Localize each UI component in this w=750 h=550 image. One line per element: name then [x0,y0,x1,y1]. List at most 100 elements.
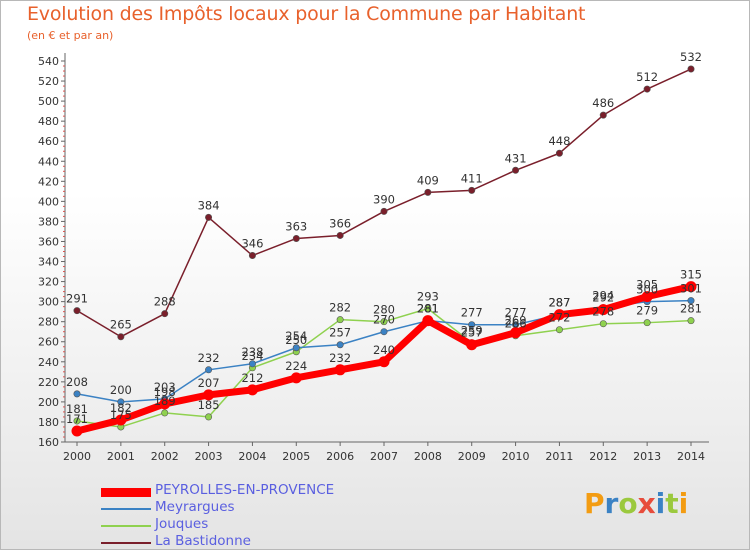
logo-letter: o [618,487,638,520]
data-label: 257 [329,326,351,340]
y-tick-label: 380 [38,215,59,228]
y-tick-label: 460 [38,135,59,148]
data-point [422,315,434,327]
data-label: 287 [548,296,570,310]
data-point [466,339,478,351]
legend-swatch [101,542,151,544]
data-label: 279 [636,304,658,318]
data-point [115,414,127,426]
data-label: 532 [680,50,702,64]
data-label: 384 [198,198,220,212]
data-point [334,364,346,376]
x-tick-label: 2006 [326,450,354,463]
logo-letter: t [665,487,679,520]
data-point [73,307,81,315]
x-tick-label: 2011 [545,450,573,463]
data-label: 181 [66,402,88,416]
data-point [685,281,697,293]
y-tick-label: 420 [38,175,59,188]
legend-label: Meyrargues [155,499,235,515]
data-point [161,310,169,318]
x-tick-label: 2002 [151,450,179,463]
data-point [599,111,607,119]
data-label: 171 [66,412,88,426]
data-label: 185 [198,398,220,412]
data-label: 189 [154,394,176,408]
data-point [555,326,563,334]
legend-label: La Bastidonne [155,533,251,549]
data-label: 212 [241,371,263,385]
y-tick-label: 340 [38,256,59,269]
data-label: 250 [285,333,307,347]
data-point [248,252,256,260]
y-tick-label: 300 [38,296,59,309]
x-tick-label: 2007 [370,450,398,463]
y-tick-label: 360 [38,235,59,248]
series-peyrolles-en-provence [71,281,697,437]
data-point [336,316,344,324]
data-label: 234 [241,349,263,363]
data-label: 287 [548,296,570,310]
data-label: 292 [592,291,614,305]
data-label: 259 [461,324,483,338]
logo-letter: P [584,487,605,520]
legend-label: Jouques [155,516,209,532]
data-label: 207 [198,376,220,390]
data-point [73,390,81,398]
data-label: 278 [592,305,614,319]
logo-letter: r [604,487,619,520]
data-point [292,234,300,242]
data-point [246,384,258,396]
y-tick-label: 160 [38,436,59,449]
data-label: 301 [680,282,702,296]
data-point [380,328,388,336]
data-point [159,398,171,410]
data-point [205,213,213,221]
data-label: 294 [592,289,614,303]
data-label: 390 [373,192,395,206]
y-tick-label: 280 [38,316,59,329]
x-tick-label: 2000 [63,450,91,463]
y-tick-label: 500 [38,95,59,108]
data-point [203,389,215,401]
series-la-bastidonne [73,65,695,341]
data-label: 269 [505,314,527,328]
y-tick-label: 400 [38,195,59,208]
data-label: 291 [66,292,88,306]
data-label: 282 [329,301,351,315]
data-point [553,309,565,321]
data-label: 272 [548,311,570,325]
data-label: 175 [110,408,132,422]
data-label: 266 [505,317,527,331]
data-label: 409 [417,173,439,187]
data-label: 363 [285,219,307,233]
data-point [687,317,695,325]
data-label: 486 [592,96,614,110]
logo-letter: i [655,487,666,520]
data-point [424,305,432,313]
data-point [687,297,695,305]
data-point [378,356,390,368]
legend-swatch [101,525,151,527]
data-point [73,417,81,425]
data-point [599,320,607,328]
logo-letter: x [637,487,656,520]
data-label: 203 [154,380,176,394]
x-tick-label: 2013 [633,450,661,463]
legend-label: PEYROLLES-EN-PROVENCE [155,482,335,498]
y-tick-label: 180 [38,416,59,429]
data-point [641,291,653,303]
data-label: 232 [198,351,220,365]
data-label: 300 [636,283,658,297]
y-tick-label: 540 [38,55,59,68]
data-label: 208 [66,375,88,389]
y-tick-label: 200 [38,396,59,409]
proxiti-logo: Proxiti [584,487,688,520]
data-label: 448 [548,134,570,148]
chart-subtitle: (en € et par an) [27,29,114,42]
x-tick-label: 2003 [195,450,223,463]
data-label: 270 [373,313,395,327]
data-label: 281 [417,302,439,316]
x-tick-label: 2008 [414,450,442,463]
